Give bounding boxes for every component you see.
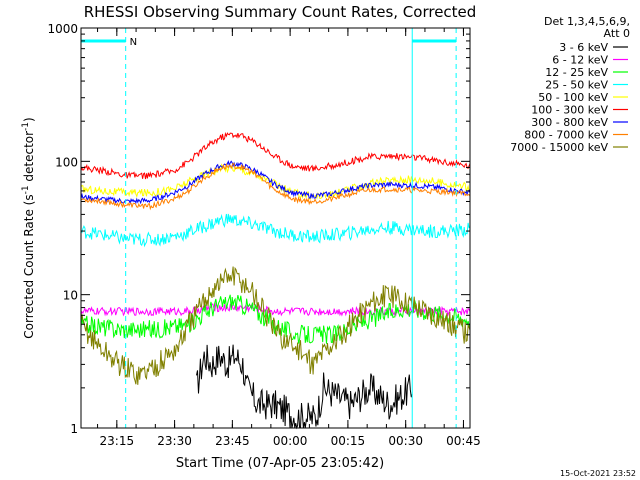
- legend-label: 3 - 6 keV: [559, 41, 608, 54]
- y-tick-label: 1000: [47, 22, 78, 36]
- x-tick-label: 00:45: [446, 434, 481, 448]
- plot-frame: [80, 27, 471, 429]
- legend-label: 25 - 50 keV: [545, 79, 608, 92]
- x-tick-label: 00:15: [331, 434, 366, 448]
- y-axis-label: Corrected Count Rate (s-1 detector-1): [21, 117, 36, 338]
- series-line-8: [80, 266, 471, 385]
- legend-header-line-2: Att 0: [604, 27, 630, 40]
- series-line-5: [80, 131, 471, 180]
- x-tick-label: 23:15: [100, 434, 135, 448]
- series-line-3: [80, 213, 471, 248]
- y-tick-label: 10: [63, 289, 78, 303]
- legend-header-line-1: Det 1,3,4,5,6,9,: [544, 15, 630, 28]
- y-tick-label: 1: [70, 422, 78, 436]
- legend-label: 12 - 25 keV: [545, 66, 608, 79]
- chart-title: RHESSI Observing Summary Count Rates, Co…: [84, 3, 477, 21]
- x-axis: 23:15 23:30 23:45 00:00 00:15 00:30 00:45: [97, 28, 481, 448]
- y-axis: 1 10 100 1000: [47, 22, 470, 436]
- series-line-0: [196, 344, 413, 430]
- x-tick-label: 23:30: [157, 434, 192, 448]
- x-tick-label: 00:30: [388, 434, 423, 448]
- legend-label: 300 - 800 keV: [531, 116, 608, 129]
- x-axis-label: Start Time (07-Apr-05 23:05:42): [176, 456, 384, 471]
- flag-label: N: [130, 37, 137, 48]
- legend-label: 6 - 12 keV: [552, 54, 608, 67]
- legend-label: 800 - 7000 keV: [524, 129, 608, 142]
- y-tick-label: 100: [55, 155, 78, 169]
- x-tick-label: 23:45: [215, 434, 250, 448]
- footer-timestamp: 15-Oct-2021 23:52: [560, 469, 636, 478]
- plot-series: [80, 131, 471, 430]
- legend-label: 7000 - 15000 keV: [510, 141, 608, 154]
- legend-label: 50 - 100 keV: [538, 91, 608, 104]
- x-tick-label: 00:00: [273, 434, 308, 448]
- series-line-6: [80, 159, 471, 206]
- series-line-4: [80, 163, 471, 200]
- series-line-1: [80, 301, 471, 317]
- series-line-7: [80, 162, 471, 211]
- legend-label: 100 - 300 keV: [531, 104, 608, 117]
